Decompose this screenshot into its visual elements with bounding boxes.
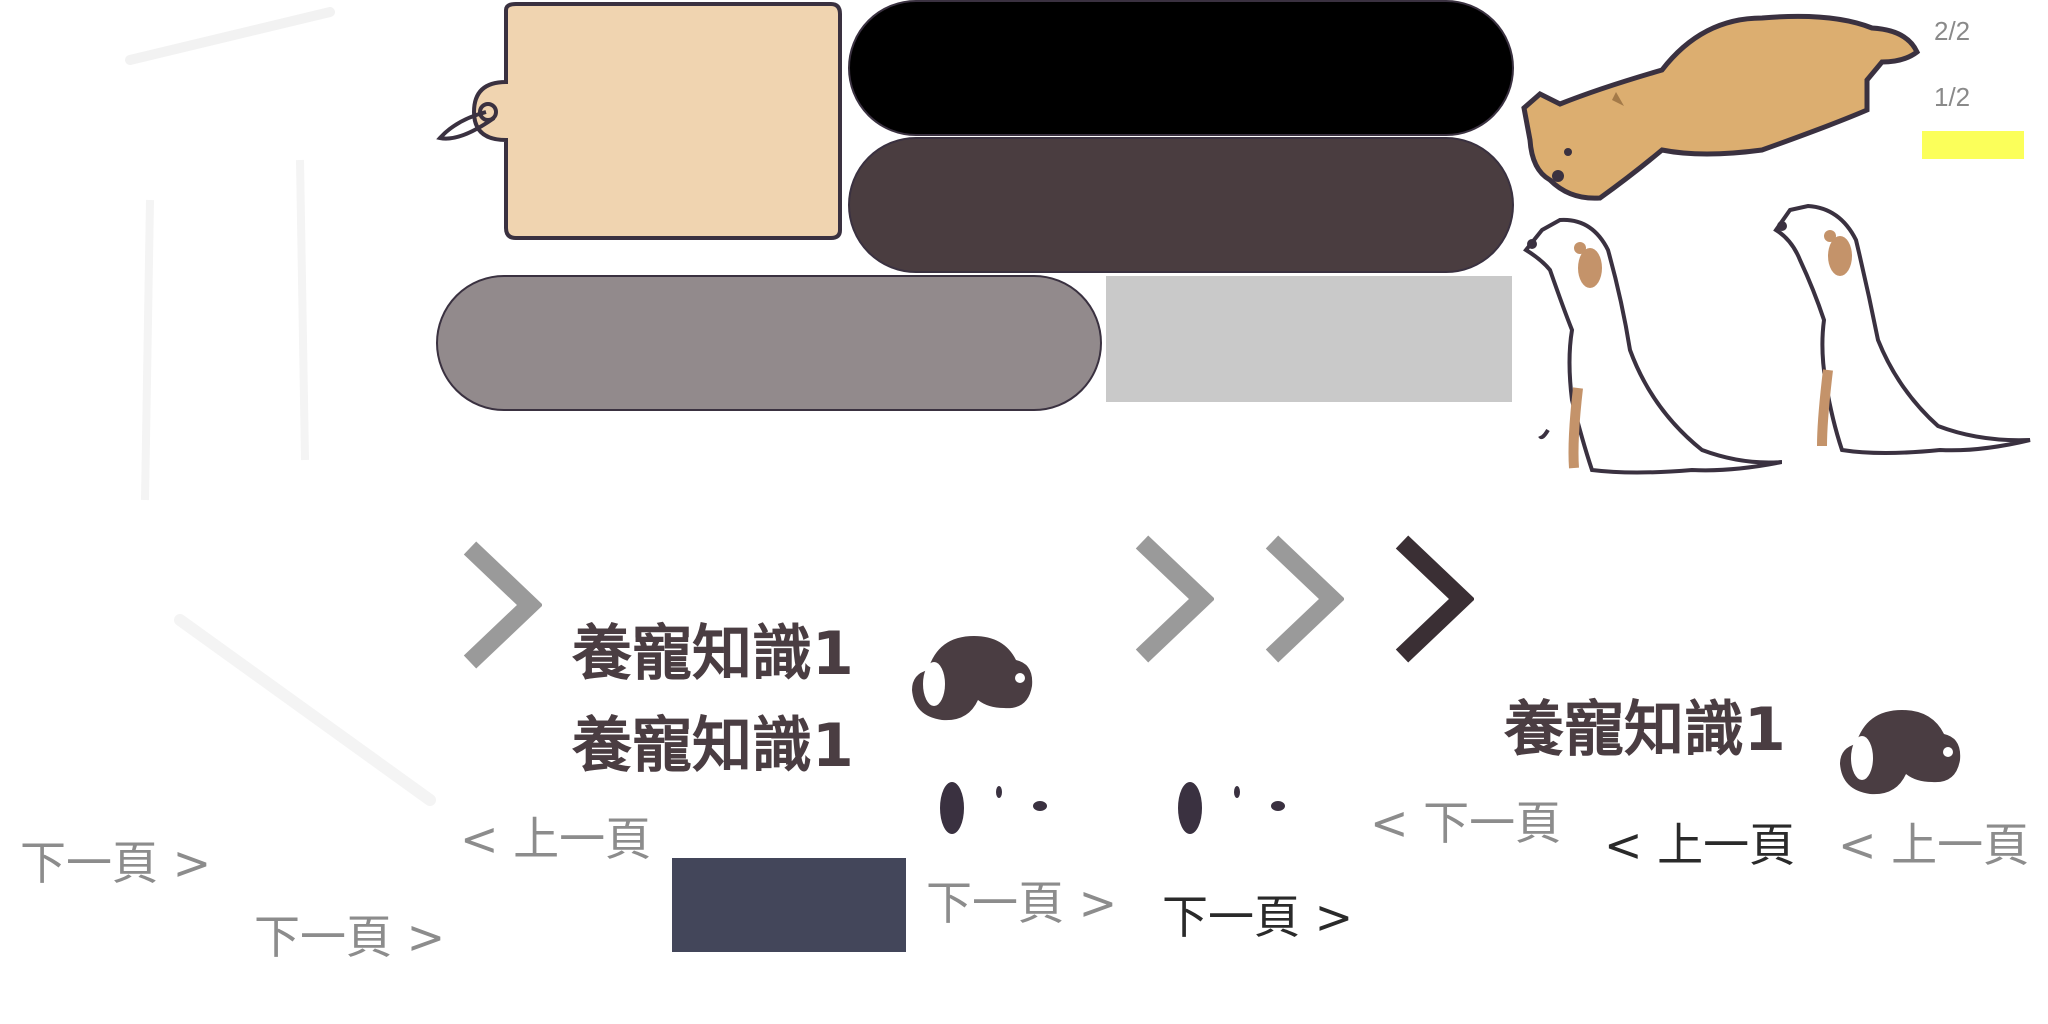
page-counter-2-of-2: 2/2 [1934, 16, 1971, 46]
next-page-link[interactable]: 下一頁 > [926, 876, 1118, 930]
dog-face-icon [912, 636, 1033, 721]
next-page-link[interactable]: 下一頁 > [1162, 890, 1354, 944]
chevron-right-icon[interactable] [1134, 534, 1214, 664]
prev-page-link[interactable]: < 上一頁 [1838, 818, 2030, 872]
page-counter-1-of-2: 1/2 [1934, 82, 1971, 112]
next-page-link[interactable]: 下一頁 > [20, 836, 212, 890]
pet-knowledge-title: 養寵知識1 [572, 711, 854, 781]
chevron-right-icon[interactable] [1394, 534, 1474, 664]
luggage-tag-icon [436, 2, 842, 240]
pet-knowledge-title: 養寵知識1 [572, 619, 854, 689]
dog-face-icon [1840, 710, 1961, 795]
paw-print-icon [940, 782, 1047, 834]
prev-page-link[interactable]: < 上一頁 [1604, 818, 1796, 872]
light-gray-rectangle [1106, 276, 1512, 402]
sitting-dog-illustration [1523, 217, 1782, 475]
chevron-right-icon[interactable] [1264, 534, 1344, 664]
chevron-right-icon[interactable] [462, 540, 542, 670]
background-sketch [125, 7, 436, 806]
cat-illustration [1521, 13, 1921, 201]
yellow-highlight-bar [1922, 131, 2024, 159]
black-pill-shape [848, 0, 1514, 136]
prev-page-link[interactable]: < 上一頁 [460, 812, 652, 866]
sitting-dog-illustration [1773, 203, 2031, 455]
navy-button-shape[interactable] [672, 858, 906, 952]
paw-print-icon [1178, 782, 1285, 834]
pet-knowledge-title: 養寵知識1 [1504, 695, 1786, 765]
gray-pill-shape [436, 275, 1102, 411]
dark-pill-shape [848, 137, 1514, 273]
next-page-link[interactable]: 下一頁 > [254, 910, 446, 964]
prev-next-page-link[interactable]: < 下一頁 [1370, 796, 1562, 850]
